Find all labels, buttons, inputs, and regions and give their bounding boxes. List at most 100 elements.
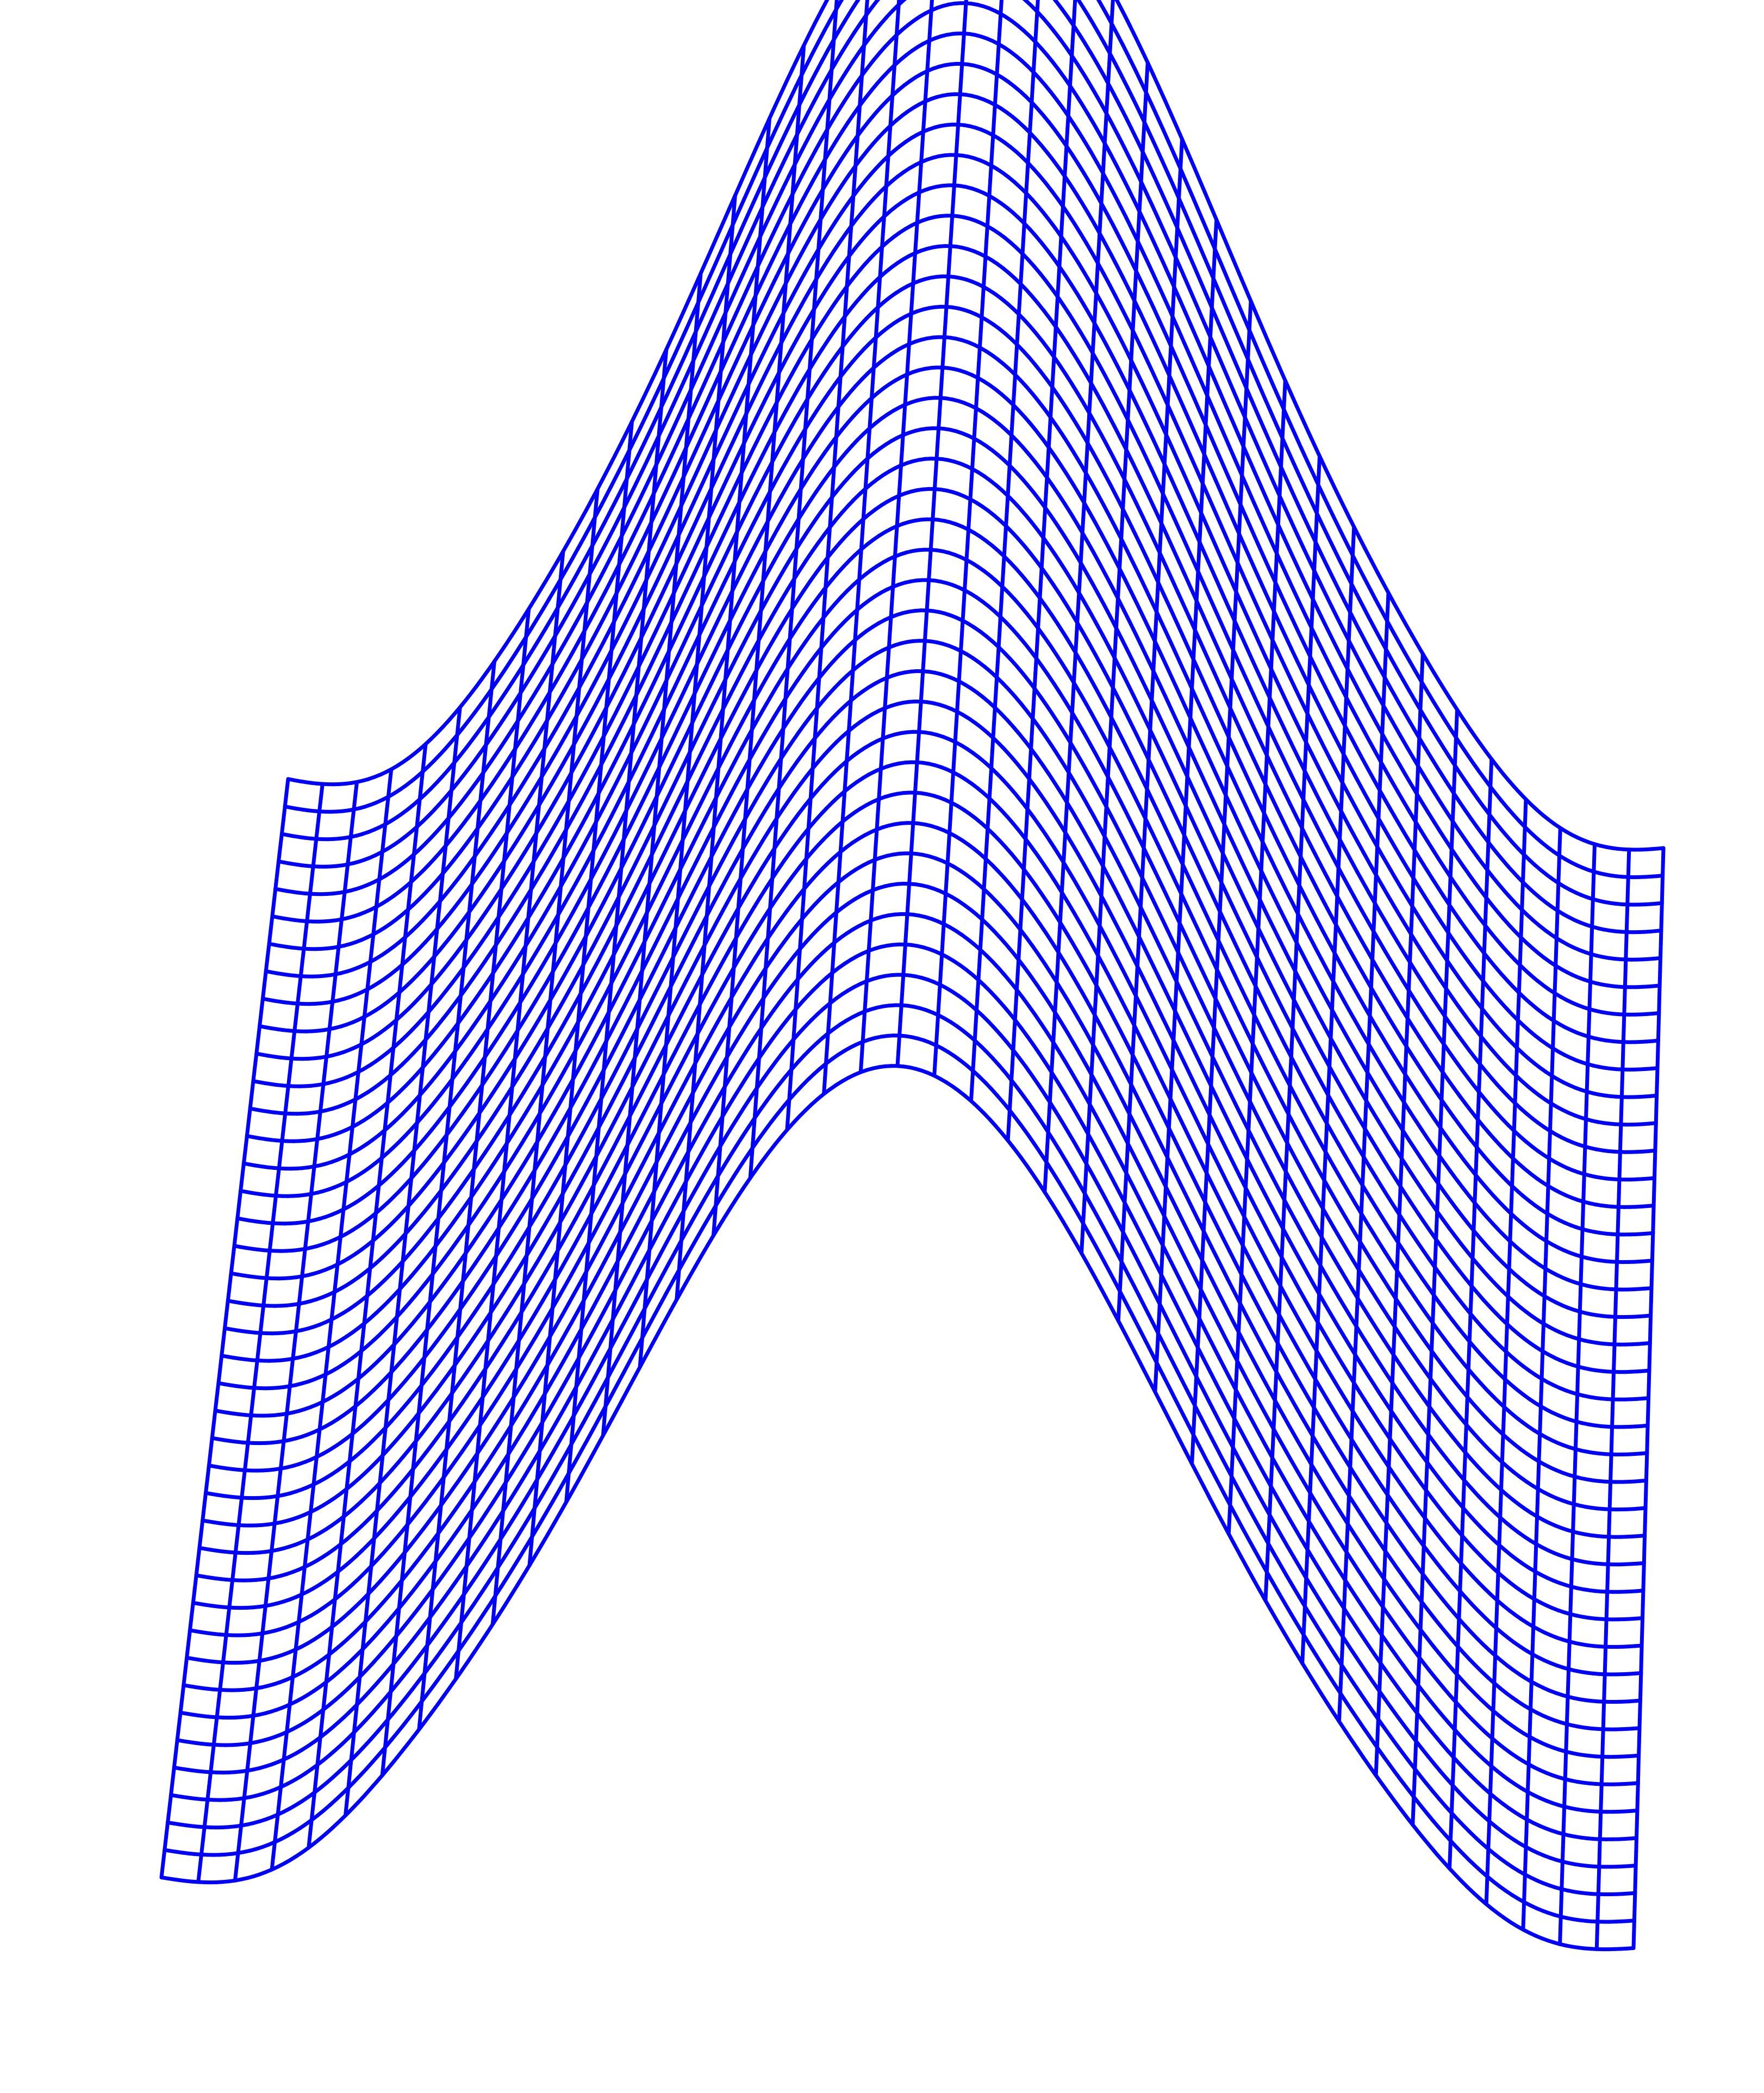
mesh-profile-line (1177, 429, 1187, 446)
mesh-profile-line (1187, 252, 1196, 270)
mesh-profile-line (774, 263, 784, 279)
mesh-profile-line (1195, 338, 1205, 355)
mesh-profile-line (1249, 558, 1258, 575)
mesh-profile-line (1289, 646, 1299, 663)
mesh-profile-line (643, 475, 653, 491)
mesh-profile-line (1306, 838, 1316, 854)
mesh-profile-line (1121, 43, 1131, 59)
mesh-profile-line (1163, 694, 1173, 711)
mesh-profile-line (599, 539, 609, 555)
mesh-profile-line (713, 248, 724, 266)
mesh-profile-line (1212, 768, 1222, 784)
mesh-profile-line (1211, 407, 1221, 425)
mesh-profile-line (1326, 815, 1336, 831)
mesh-profile-line (685, 478, 695, 495)
mesh-profile-line (1084, 241, 1094, 255)
mesh-profile-line (594, 596, 604, 612)
mesh-profile-line (725, 344, 734, 361)
mesh-profile-line (693, 557, 703, 574)
mesh-profile-line (1165, 534, 1175, 551)
mesh-profile-line (1144, 323, 1154, 340)
mesh-profile-line (1217, 680, 1226, 697)
mesh-profile-line (1272, 737, 1282, 753)
mesh-profile-line (748, 542, 758, 558)
mesh-profile-line (1395, 819, 1405, 833)
mesh-profile-line (691, 755, 701, 771)
mesh-profile-line (811, 39, 821, 54)
mesh-profile-line (678, 733, 689, 750)
mesh-profile-line (1100, 302, 1110, 316)
mesh-profile-line (1209, 696, 1219, 713)
mesh-profile-line (628, 859, 639, 876)
mesh-profile-line (1318, 707, 1329, 722)
mesh-profile-line (1111, 454, 1121, 470)
mesh-profile-line (603, 602, 613, 618)
mesh-profile-line (553, 670, 564, 684)
mesh-profile-line (1107, 283, 1118, 298)
mesh-profile-line (688, 495, 699, 512)
mesh-profile-line (705, 655, 714, 671)
mesh-profile-line (1288, 548, 1298, 565)
mesh-profile-line (758, 346, 768, 362)
mesh-profile-line (736, 197, 746, 214)
mesh-profile-line (1314, 792, 1324, 808)
mesh-profile-line (1174, 488, 1184, 505)
mesh-profile-line (714, 660, 724, 676)
mesh-profile-line (1123, 578, 1133, 594)
mesh-profile-line (1280, 848, 1289, 864)
mesh-profile-line (1332, 672, 1343, 688)
mesh-profile-line (593, 717, 603, 732)
mesh-profile-line (1218, 391, 1228, 409)
mesh-profile-line (1162, 593, 1172, 610)
mesh-profile-line (556, 642, 566, 656)
mesh-profile-line (728, 483, 738, 500)
mesh-profile-line (597, 614, 607, 629)
mesh-profile-line (708, 307, 719, 324)
mesh-profile-line (640, 836, 651, 852)
mesh-profile-line (548, 727, 558, 741)
mesh-profile-line (607, 454, 617, 469)
mesh-profile-line (1389, 657, 1400, 672)
mesh-profile-line (1354, 621, 1364, 637)
mesh-profile-line (1268, 823, 1278, 840)
mesh-profile-line (1117, 335, 1127, 351)
mesh-profile-line (1269, 922, 1280, 938)
mesh-profile-line (1291, 745, 1301, 761)
mesh-profile-line (1293, 433, 1303, 450)
mesh-profile-line (1257, 384, 1267, 401)
mesh-profile-line (812, 88, 822, 103)
mesh-profile-line (643, 640, 653, 657)
mesh-profile-line (1163, 98, 1173, 115)
mesh-profile-line (752, 482, 763, 499)
mesh-profile-line (712, 566, 721, 583)
mesh-profile-line (605, 740, 615, 756)
mesh-profile-line (1243, 674, 1253, 691)
mesh-profile-line (1249, 687, 1258, 703)
mesh-profile-line (664, 335, 674, 352)
mesh-profile-line (1125, 84, 1135, 101)
mesh-profile-line (1383, 799, 1393, 813)
mesh-profile-line (635, 561, 645, 577)
mesh-profile-line (1213, 608, 1224, 626)
mesh-profile-line (1251, 500, 1262, 517)
mesh-profile-line (805, 50, 815, 66)
mesh-profile-line (559, 660, 569, 675)
mesh-profile-line (1327, 787, 1337, 802)
mesh-profile-line (1258, 484, 1269, 501)
mesh-profile-line (636, 773, 646, 789)
mesh-profile-line (1360, 632, 1369, 647)
mesh-profile-line (1401, 678, 1411, 692)
mesh-profile-line (644, 686, 653, 702)
mesh-profile-line (1233, 359, 1243, 377)
mesh-profile-line (753, 405, 764, 421)
mesh-profile-line (1150, 103, 1160, 119)
mesh-profile-line (1352, 802, 1362, 818)
mesh-profile-line (1114, 163, 1124, 178)
mesh-profile-line (1227, 346, 1237, 364)
mesh-profile-line (1241, 702, 1251, 720)
mesh-profile-line (552, 792, 562, 806)
mesh-profile-line (1404, 622, 1413, 636)
mesh-profile-line (706, 337, 716, 353)
mesh-profile-line (1326, 535, 1336, 551)
mesh-profile-line (1109, 253, 1119, 268)
